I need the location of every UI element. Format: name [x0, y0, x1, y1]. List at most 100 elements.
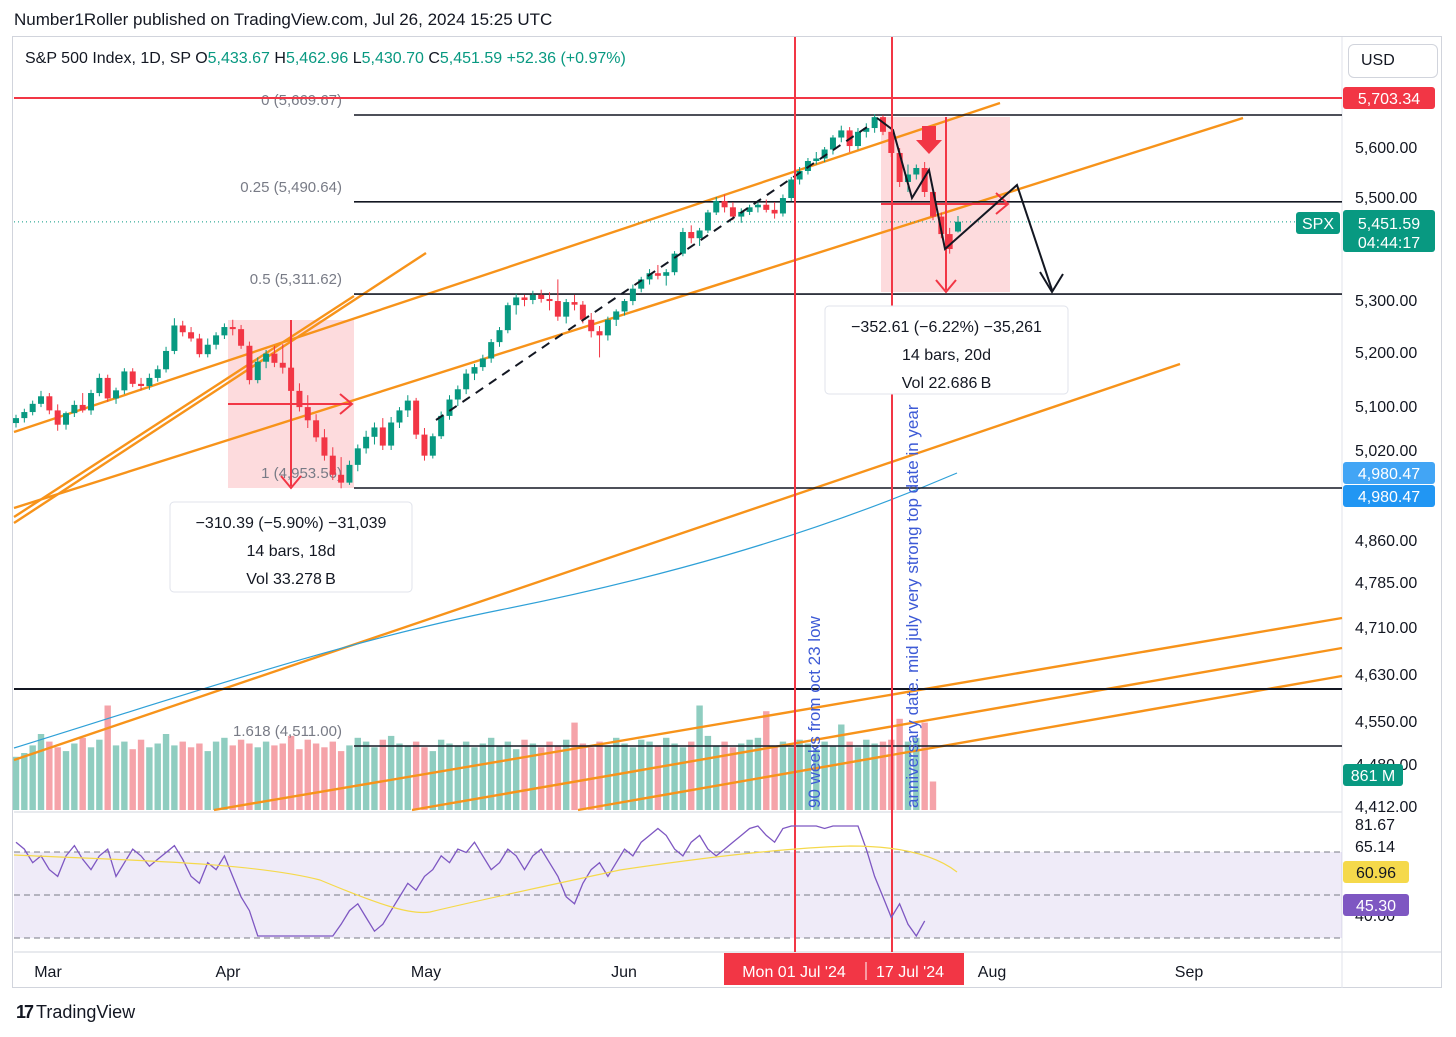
candle-body [504, 305, 511, 331]
volume-bar [713, 745, 720, 810]
candle-body [329, 455, 336, 475]
volume-bar [704, 735, 712, 810]
volume-bar [96, 739, 103, 810]
candle-body [113, 390, 120, 399]
measure-arrowhead-h [339, 393, 354, 415]
volume-bar [696, 705, 703, 810]
candle-body [796, 171, 803, 180]
candle-body [813, 158, 820, 161]
price-axis-label: 5,200.00 [1355, 345, 1417, 362]
change-value: +52.36 (+0.97%) [506, 50, 626, 67]
volume-bar [279, 743, 286, 810]
candle-body [396, 410, 403, 423]
volume-bar [162, 734, 170, 810]
candle-body [363, 436, 370, 449]
measure-info-box [824, 305, 1069, 395]
candle-body [696, 230, 703, 239]
bar-countdown: 04:44:17 [1358, 235, 1420, 252]
volume-bar [763, 711, 770, 810]
ma-badge-1-bg [1343, 462, 1435, 484]
candle-body [96, 377, 103, 394]
candle-body [546, 298, 553, 302]
orange-trendline [13, 294, 355, 519]
date-marker-2: 17 Jul '24 [876, 964, 944, 981]
volume-bar [62, 751, 70, 810]
candle-body [129, 371, 136, 384]
volume-bar [104, 705, 111, 810]
low-value: 5,430.70 [361, 50, 424, 67]
measure-bars-2: 14 bars, 20d [902, 347, 991, 364]
volume-bar [79, 737, 86, 810]
volume-bar [262, 741, 270, 810]
time-axis-label: May [411, 964, 441, 981]
ma-badge-2-bg [1343, 485, 1435, 507]
candle-body [829, 137, 836, 150]
low-label: L [352, 50, 362, 67]
volume-bar [821, 741, 828, 810]
candle-body [479, 358, 486, 368]
volume-bar [537, 747, 545, 810]
brand-name: TradingView [36, 1002, 136, 1022]
volume-bar [387, 735, 395, 810]
time-axis-label: Jun [611, 964, 637, 981]
volume-bar [371, 747, 378, 810]
rsi-badge: 45.30 [1356, 898, 1396, 915]
candle-body [238, 329, 245, 346]
volume-bar [454, 745, 462, 810]
fib-level-label: 1.618 (4,511.00) [233, 723, 342, 740]
date-marker-bg [724, 953, 964, 985]
volume-bar [146, 747, 153, 810]
candle-body [271, 353, 278, 363]
dashed-trendline [435, 124, 871, 421]
candle-body [754, 204, 761, 208]
candle-body [904, 174, 911, 182]
volume-bar [187, 747, 195, 810]
candle-body [771, 209, 778, 214]
symbol-name[interactable]: S&P 500 Index, 1D, SP [25, 50, 191, 67]
footer-brand[interactable]: 17 TradingView [16, 1002, 135, 1023]
candle-body [496, 330, 503, 343]
candle-body [296, 390, 303, 408]
price-axis-label: 4,550.00 [1355, 714, 1417, 731]
candle-body [571, 302, 578, 305]
volume-bar [546, 741, 553, 810]
candle-body [413, 400, 420, 435]
volume-bar [512, 749, 520, 810]
candle-body [704, 212, 711, 231]
candle-body [621, 301, 628, 312]
fib-level-label: 0.25 (5,490.64) [240, 179, 342, 196]
candle-body [279, 362, 286, 368]
candle-body [229, 327, 236, 330]
candle-body [338, 474, 345, 483]
volume-badge: 861 M [1351, 768, 1395, 785]
volume-bar [37, 734, 45, 810]
candle-body [346, 464, 353, 483]
volume-bar [571, 722, 578, 810]
candle-body [955, 221, 961, 232]
volume-bar [863, 739, 870, 810]
candle-body [388, 422, 395, 446]
orange-trendline [13, 101, 1001, 434]
volume-bar [362, 741, 370, 810]
volume-bar [462, 741, 470, 810]
volume-bar [221, 737, 228, 810]
candle-body [946, 234, 953, 250]
volume-bar [621, 743, 628, 810]
candle-body [746, 207, 753, 212]
volume-bar [246, 743, 253, 810]
chart-frame [12, 36, 1442, 988]
volume-bar [87, 747, 95, 810]
currency-button[interactable]: USD [1348, 44, 1438, 78]
price-axis-label: 4,785.00 [1355, 575, 1417, 592]
tradingview-logo-icon: 17 [16, 1002, 34, 1022]
volume-bar [304, 739, 311, 810]
price-axis-label: 5,100.00 [1355, 399, 1417, 416]
volume-bar [904, 741, 912, 810]
volume-bar [838, 724, 845, 810]
volume-bar [896, 718, 903, 810]
volume-bar [346, 745, 353, 810]
candle-body [63, 413, 70, 425]
volume-bar [496, 745, 503, 810]
volume-badge-bg [1343, 764, 1403, 786]
